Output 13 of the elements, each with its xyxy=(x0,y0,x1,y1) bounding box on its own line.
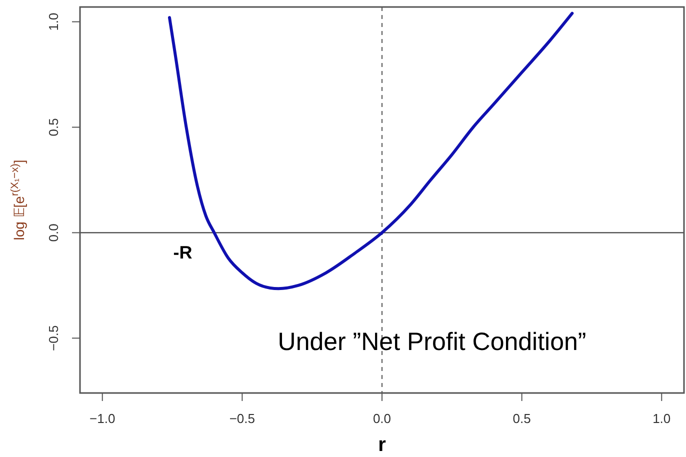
x-tick-label: 0.5 xyxy=(512,411,531,426)
y-tick-label: −0.5 xyxy=(46,325,61,351)
x-axis-title: r xyxy=(378,434,386,456)
annotation: -R xyxy=(173,242,192,263)
x-tick-label: −1.0 xyxy=(90,411,116,426)
annotation: Under ”Net Profit Condition” xyxy=(278,328,586,356)
y-tick-label: 1.0 xyxy=(46,12,61,31)
y-tick-label: 0.5 xyxy=(46,118,61,136)
x-tick-label: 0.0 xyxy=(372,411,392,426)
y-tick-label: 0.0 xyxy=(46,224,61,242)
x-tick-label: −0.5 xyxy=(229,411,256,426)
line-series xyxy=(168,12,574,290)
x-tick-label: 1.0 xyxy=(652,411,671,426)
